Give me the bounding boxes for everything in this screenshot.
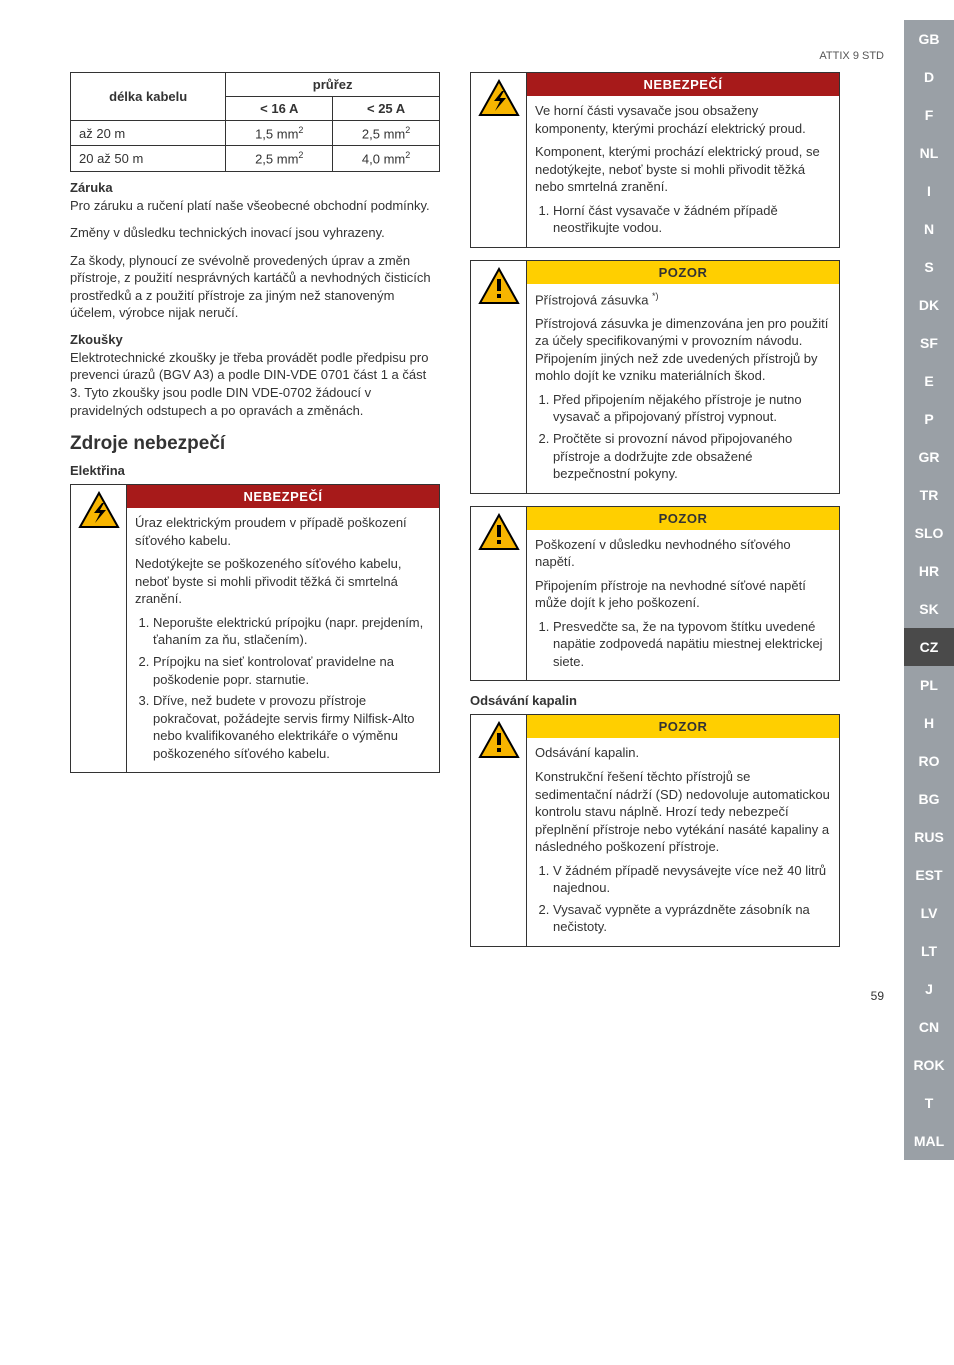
caution-title: POZOR (527, 507, 839, 530)
caution-r4-li2: Vysavač vypněte a vyprázdněte zásobník n… (553, 901, 831, 936)
hazards-heading: Zdroje nebezpečí (70, 433, 440, 455)
caution-icon (471, 507, 527, 681)
cell-r1c1: až 20 m (71, 121, 226, 146)
caution-icon (471, 261, 527, 493)
danger-icon (71, 485, 127, 772)
lang-tab-rok[interactable]: ROK (904, 1046, 954, 1084)
cell-r1c2: 1,5 mm2 (226, 121, 333, 146)
caution-title: POZOR (527, 715, 839, 738)
danger-li2: Prípojku na sieť kontrolovať pravidelne … (153, 653, 431, 688)
caution-r3-p1: Poškození v důsledku nevhodného síťového… (535, 536, 831, 571)
danger-box-top: NEBEZPEČÍ Ve horní části vysavače jsou o… (470, 72, 840, 248)
caution-r2-li1: Před připojením nějakého přístroje je nu… (553, 391, 831, 426)
lang-tab-n[interactable]: N (904, 210, 954, 248)
caution-box-voltage: POZOR Poškození v důsledku nevhodného sí… (470, 506, 840, 682)
danger-p1: Úraz elektrickým proudem v případě poško… (135, 514, 431, 549)
lang-tab-p[interactable]: P (904, 400, 954, 438)
danger-box-cable: NEBEZPEČÍ Úraz elektrickým proudem v pří… (70, 484, 440, 773)
right-column: NEBEZPEČÍ Ve horní části vysavače jsou o… (470, 72, 840, 959)
lang-tab-h[interactable]: H (904, 704, 954, 742)
danger-r1-p2: Komponent, kterými prochází elektrický p… (535, 143, 831, 196)
lang-tab-e[interactable]: E (904, 362, 954, 400)
danger-li3: Dříve, než budete v provozu přístroje po… (153, 692, 431, 762)
lang-tab-tr[interactable]: TR (904, 476, 954, 514)
danger-title: NEBEZPEČÍ (127, 485, 439, 508)
warranty-p3: Za škody, plynoucí ze svévolně provedený… (70, 252, 440, 322)
th-cross-section: průřez (226, 73, 440, 97)
cable-spec-table: délka kabelu průřez < 16 A < 25 A až 20 … (70, 72, 440, 172)
lang-tab-lt[interactable]: LT (904, 932, 954, 970)
caution-r4-p2: Konstrukční řešení těchto přístrojů se s… (535, 768, 831, 856)
danger-li1: Neporušte elektrickú prípojku (napr. pre… (153, 614, 431, 649)
lang-tab-j[interactable]: J (904, 970, 954, 1008)
liquids-heading: Odsávání kapalin (470, 693, 840, 708)
cell-r2c1: 20 až 50 m (71, 146, 226, 171)
cell-r1c3: 2,5 mm2 (333, 121, 440, 146)
tests-heading: Zkoušky (70, 332, 440, 347)
lang-tab-bg[interactable]: BG (904, 780, 954, 818)
lang-tab-rus[interactable]: RUS (904, 818, 954, 856)
caution-r2-lead: Přístrojová zásuvka *) (535, 290, 831, 309)
lang-tab-sf[interactable]: SF (904, 324, 954, 362)
lang-tab-t[interactable]: T (904, 1084, 954, 1122)
caution-r2-li2: Pročtěte si provozní návod připojovaného… (553, 430, 831, 483)
caution-r3-p2: Připojením přístroje na nevhodné síťové … (535, 577, 831, 612)
lang-tab-d[interactable]: D (904, 58, 954, 96)
cell-r2c2: 2,5 mm2 (226, 146, 333, 171)
warranty-p2: Změny v důsledku technických inovací jso… (70, 224, 440, 242)
electricity-heading: Elektřina (70, 463, 440, 478)
lang-tab-f[interactable]: F (904, 96, 954, 134)
lang-tab-pl[interactable]: PL (904, 666, 954, 704)
left-column: délka kabelu průřez < 16 A < 25 A až 20 … (70, 72, 440, 959)
lang-tab-sk[interactable]: SK (904, 590, 954, 628)
warranty-heading: Záruka (70, 180, 440, 195)
th-16a: < 16 A (226, 97, 333, 121)
product-code: ATTIX 9 STD (70, 50, 884, 62)
danger-p2: Nedotýkejte se poškozeného síťového kabe… (135, 555, 431, 608)
lang-tab-hr[interactable]: HR (904, 552, 954, 590)
caution-r4-p1: Odsávání kapalin. (535, 744, 831, 762)
lang-tab-slo[interactable]: SLO (904, 514, 954, 552)
caution-r4-li1: V žádném případě nevysávejte více než 40… (553, 862, 831, 897)
lang-tab-dk[interactable]: DK (904, 286, 954, 324)
lang-tab-s[interactable]: S (904, 248, 954, 286)
caution-r2-p1: Přístrojová zásuvka je dimenzována jen p… (535, 315, 831, 385)
lang-tab-gr[interactable]: GR (904, 438, 954, 476)
caution-r3-li1: Presvedčte sa, že na typovom štítku uved… (553, 618, 831, 671)
lang-tab-cz[interactable]: CZ (904, 628, 954, 666)
lang-tab-ro[interactable]: RO (904, 742, 954, 780)
caution-title: POZOR (527, 261, 839, 284)
caution-box-socket: POZOR Přístrojová zásuvka *) Přístrojová… (470, 260, 840, 494)
danger-r1-p1: Ve horní části vysavače jsou obsaženy ko… (535, 102, 831, 137)
lang-tab-gb[interactable]: GB (904, 20, 954, 58)
caution-icon (471, 715, 527, 945)
lang-tab-lv[interactable]: LV (904, 894, 954, 932)
lang-tab-i[interactable]: I (904, 172, 954, 210)
lang-tab-est[interactable]: EST (904, 856, 954, 894)
th-cable-length: délka kabelu (71, 73, 226, 121)
danger-title: NEBEZPEČÍ (527, 73, 839, 96)
th-25a: < 25 A (333, 97, 440, 121)
page-number: 59 (70, 989, 884, 1003)
cell-r2c3: 4,0 mm2 (333, 146, 440, 171)
warranty-p1: Pro záruku a ručení platí naše všeobecné… (70, 197, 440, 215)
lang-tab-cn[interactable]: CN (904, 1008, 954, 1046)
lang-tab-nl[interactable]: NL (904, 134, 954, 172)
lang-tab-mal[interactable]: MAL (904, 1122, 954, 1160)
danger-r1-li1: Horní část vysavače v žádném případě neo… (553, 202, 831, 237)
caution-box-liquids: POZOR Odsávání kapalin. Konstrukční řeše… (470, 714, 840, 946)
tests-p: Elektrotechnické zkoušky je třeba provád… (70, 349, 440, 419)
language-sidebar: GBDFNLINSDKSFEPGRTRSLOHRSKCZPLHROBGRUSES… (904, 20, 954, 1160)
danger-icon (471, 73, 527, 247)
